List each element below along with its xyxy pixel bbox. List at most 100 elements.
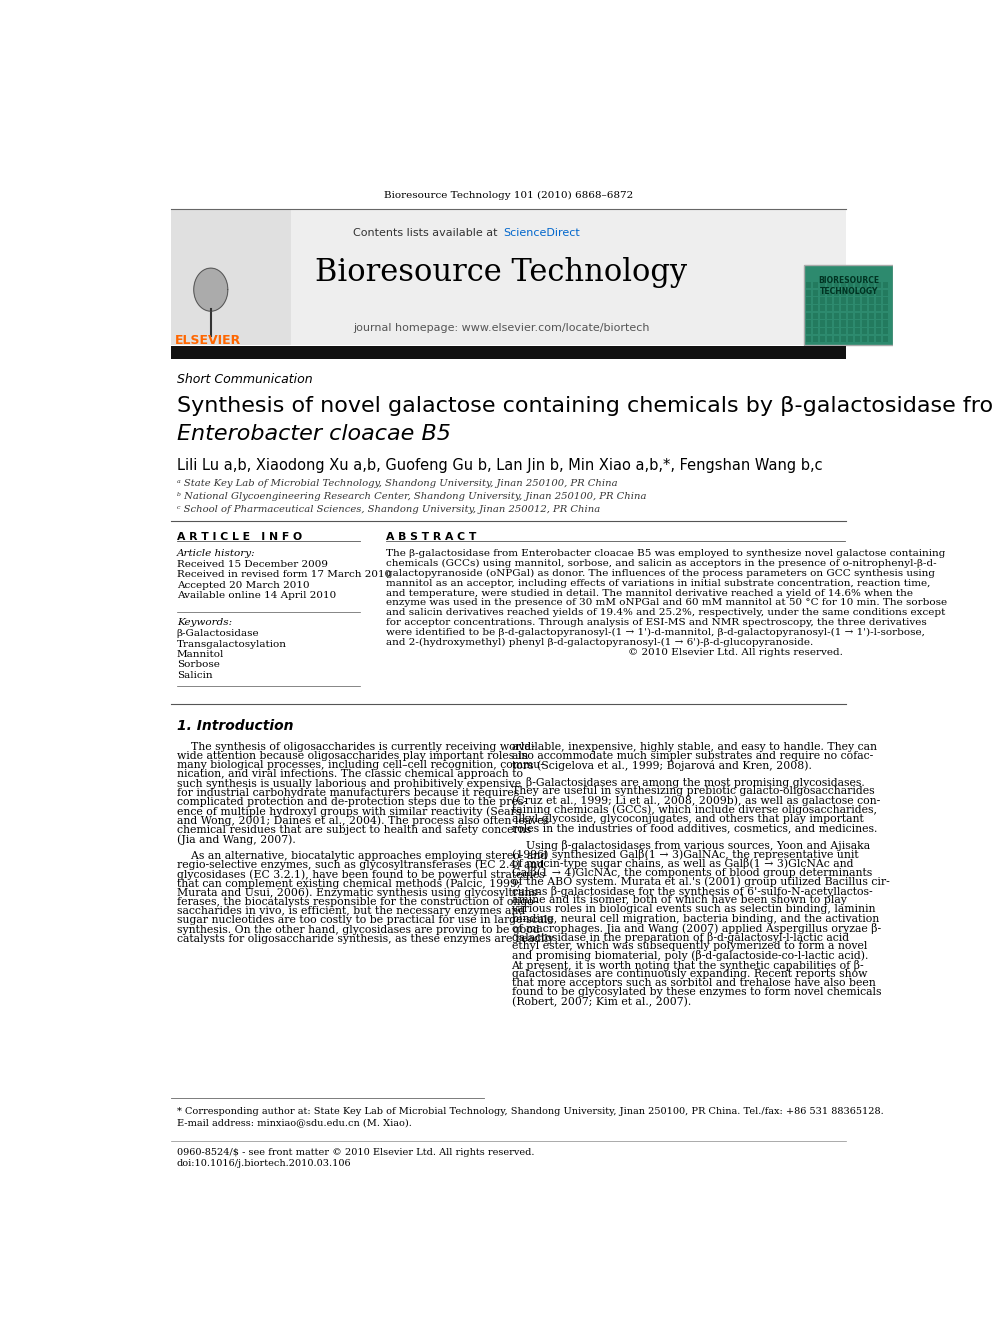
Bar: [883, 306, 888, 311]
Text: Short Communication: Short Communication: [177, 373, 312, 386]
Bar: [855, 306, 860, 311]
Text: ᵇ National Glycoengineering Research Center, Shandong University, Jinan 250100, : ᵇ National Glycoengineering Research Cen…: [177, 492, 646, 501]
Bar: [883, 282, 888, 288]
Text: As an alternative, biocatalytic approaches employing stereo- and: As an alternative, biocatalytic approach…: [177, 851, 547, 861]
Text: 1. Introduction: 1. Introduction: [177, 718, 294, 733]
Text: and salicin derivatives reached yields of 19.4% and 25.2%, respectively, under t: and salicin derivatives reached yields o…: [386, 609, 945, 618]
Bar: [841, 336, 846, 343]
Text: also accommodate much simpler substrates and require no cofac-: also accommodate much simpler substrates…: [512, 751, 873, 761]
Text: of macrophages. Jia and Wang (2007) applied Aspergillus oryzae β-: of macrophages. Jia and Wang (2007) appl…: [512, 922, 881, 934]
Bar: [855, 282, 860, 288]
Text: wide attention because oligosaccharides play important roles in: wide attention because oligosaccharides …: [177, 751, 528, 761]
Text: BIORESOURCE
TECHNOLOGY: BIORESOURCE TECHNOLOGY: [818, 275, 879, 296]
Bar: [862, 312, 867, 319]
Text: chemical residues that are subject to health and safety concerns: chemical residues that are subject to he…: [177, 824, 531, 835]
Text: ᶜ School of Pharmaceutical Sciences, Shandong University, Jinan 250012, PR China: ᶜ School of Pharmaceutical Sciences, Sha…: [177, 505, 600, 515]
Text: 0960-8524/$ - see front matter © 2010 Elsevier Ltd. All rights reserved.: 0960-8524/$ - see front matter © 2010 El…: [177, 1148, 535, 1158]
Bar: [171, 345, 846, 359]
Text: doi:10.1016/j.biortech.2010.03.106: doi:10.1016/j.biortech.2010.03.106: [177, 1159, 351, 1168]
Bar: [869, 328, 874, 335]
Bar: [848, 298, 853, 303]
Bar: [806, 320, 811, 327]
Bar: [834, 306, 839, 311]
Bar: [862, 320, 867, 327]
Bar: [841, 320, 846, 327]
Bar: [869, 298, 874, 303]
Text: catalysts for oligosaccharide synthesis, as these enzymes are readily: catalysts for oligosaccharide synthesis,…: [177, 934, 554, 943]
Bar: [869, 290, 874, 296]
Bar: [820, 336, 825, 343]
Bar: [813, 306, 818, 311]
Text: saccharides in vivo, is efficient, but the necessary enzymes and: saccharides in vivo, is efficient, but t…: [177, 906, 525, 916]
Text: (Jia and Wang, 2007).: (Jia and Wang, 2007).: [177, 833, 296, 844]
Bar: [841, 290, 846, 296]
Bar: [820, 290, 825, 296]
Bar: [876, 312, 881, 319]
Text: * Corresponding author at: State Key Lab of Microbial Technology, Shandong Unive: * Corresponding author at: State Key Lab…: [177, 1107, 884, 1117]
Text: of the ABO system. Murata et al.'s (2001) group utilized Bacillus cir-: of the ABO system. Murata et al.'s (2001…: [512, 877, 889, 888]
Bar: [171, 210, 846, 345]
Text: The β-galactosidase from Enterobacter cloacae B5 was employed to synthesize nove: The β-galactosidase from Enterobacter cl…: [386, 549, 945, 558]
Bar: [827, 336, 832, 343]
Bar: [862, 306, 867, 311]
Bar: [813, 312, 818, 319]
Text: β-Galactosidase: β-Galactosidase: [177, 630, 259, 638]
Bar: [869, 312, 874, 319]
Bar: [827, 320, 832, 327]
Text: that can complement existing chemical methods (Palcic, 1999;: that can complement existing chemical me…: [177, 878, 520, 889]
Bar: [855, 312, 860, 319]
Text: A B S T R A C T: A B S T R A C T: [386, 532, 476, 542]
Text: culans β-galactosidase for the synthesis of 6'-sulfo-N-acetyllactos-: culans β-galactosidase for the synthesis…: [512, 886, 872, 897]
Text: Bioresource Technology: Bioresource Technology: [315, 257, 687, 288]
Bar: [834, 298, 839, 303]
Text: such synthesis is usually laborious and prohibitively expensive: such synthesis is usually laborious and …: [177, 779, 521, 789]
Text: Salicin: Salicin: [177, 671, 212, 680]
Bar: [806, 328, 811, 335]
Text: of mucin-type sugar chains, as well as Galβ(1 → 3)GlcNAc and: of mucin-type sugar chains, as well as G…: [512, 859, 853, 869]
Text: (1996) synthesized Galβ(1 → 3)GalNAc, the representative unit: (1996) synthesized Galβ(1 → 3)GalNAc, th…: [512, 849, 858, 860]
Bar: [827, 312, 832, 319]
Text: chemicals (GCCs) using mannitol, sorbose, and salicin as acceptors in the presen: chemicals (GCCs) using mannitol, sorbose…: [386, 560, 936, 568]
Bar: [855, 298, 860, 303]
Text: for industrial carbohydrate manufacturers because it requires: for industrial carbohydrate manufacturer…: [177, 789, 519, 798]
Bar: [876, 320, 881, 327]
Bar: [848, 282, 853, 288]
Bar: [805, 265, 893, 345]
Bar: [813, 336, 818, 343]
Bar: [827, 290, 832, 296]
Text: Keywords:: Keywords:: [177, 618, 232, 627]
Bar: [841, 282, 846, 288]
Bar: [834, 312, 839, 319]
Text: The synthesis of oligosaccharides is currently receiving world-: The synthesis of oligosaccharides is cur…: [177, 742, 535, 751]
Bar: [806, 312, 811, 319]
Text: ence of multiple hydroxyl groups with similar reactivity (Sears: ence of multiple hydroxyl groups with si…: [177, 806, 521, 816]
Bar: [820, 312, 825, 319]
Bar: [848, 328, 853, 335]
Text: ethyl ester, which was subsequently polymerized to form a novel: ethyl ester, which was subsequently poly…: [512, 941, 867, 951]
Text: Enterobacter cloacae B5: Enterobacter cloacae B5: [177, 423, 450, 443]
Text: Transgalactosylation: Transgalactosylation: [177, 639, 287, 648]
Text: galactosidase in the preparation of β-d-galactosyl-l-lactic acid: galactosidase in the preparation of β-d-…: [512, 931, 848, 943]
Bar: [855, 290, 860, 296]
Text: Using β-galactosidases from various sources, Yoon and Ajisaka: Using β-galactosidases from various sour…: [512, 840, 870, 851]
Text: for acceptor concentrations. Through analysis of ESI-MS and NMR spectroscopy, th: for acceptor concentrations. Through ana…: [386, 618, 927, 627]
Bar: [883, 312, 888, 319]
Bar: [848, 306, 853, 311]
Bar: [869, 282, 874, 288]
Bar: [855, 320, 860, 327]
Bar: [869, 336, 874, 343]
Text: Article history:: Article history:: [177, 549, 255, 558]
Bar: [869, 320, 874, 327]
Text: Bioresource Technology 101 (2010) 6868–6872: Bioresource Technology 101 (2010) 6868–6…: [384, 191, 633, 200]
Text: found to be glycosylated by these enzymes to form novel chemicals: found to be glycosylated by these enzyme…: [512, 987, 881, 998]
Polygon shape: [193, 269, 228, 311]
Bar: [883, 298, 888, 303]
Text: Galβ(1 → 4)GlcNAc, the components of blood group determinants: Galβ(1 → 4)GlcNAc, the components of blo…: [512, 868, 872, 878]
Text: and promising biomaterial, poly (β-d-galactoside-co-l-lactic acid).: and promising biomaterial, poly (β-d-gal…: [512, 950, 868, 962]
Bar: [862, 298, 867, 303]
Bar: [834, 320, 839, 327]
Bar: [813, 290, 818, 296]
Bar: [876, 290, 881, 296]
Text: E-mail address: minxiao@sdu.edu.cn (M. Xiao).: E-mail address: minxiao@sdu.edu.cn (M. X…: [177, 1118, 412, 1127]
Bar: [883, 320, 888, 327]
